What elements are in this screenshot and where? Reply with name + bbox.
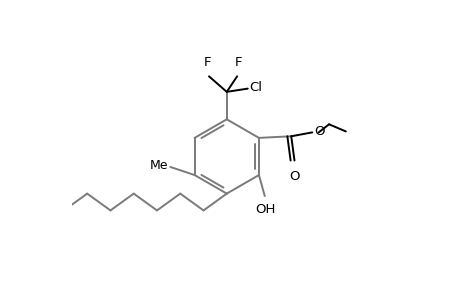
- Text: Cl: Cl: [248, 82, 262, 94]
- Text: O: O: [289, 169, 299, 182]
- Text: O: O: [314, 124, 325, 138]
- Text: F: F: [235, 56, 242, 69]
- Text: F: F: [203, 56, 211, 69]
- Text: Me: Me: [150, 159, 168, 172]
- Text: OH: OH: [255, 203, 275, 216]
